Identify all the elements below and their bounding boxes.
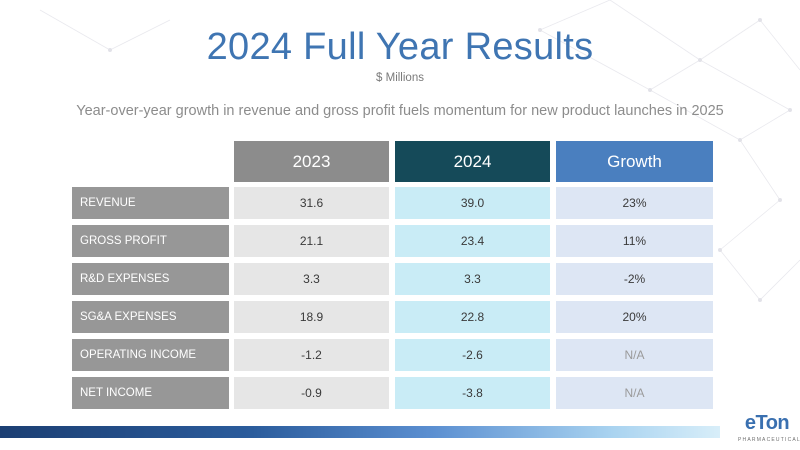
units-subtitle: $ Millions [376,72,424,84]
row-label: NET INCOME [72,377,229,409]
slide-tagline: Year-over-year growth in revenue and gro… [76,103,724,119]
value-2023: -1.2 [234,339,389,371]
value-2024: -3.8 [395,377,550,409]
value-growth: 20% [556,301,713,333]
row-label: R&D EXPENSES [72,263,229,295]
value-growth: N/A [556,339,713,371]
row-label: REVENUE [72,187,229,219]
value-2023: -0.9 [234,377,389,409]
row-label: GROSS PROFIT [72,225,229,257]
value-growth: 11% [556,225,713,257]
value-growth: -2% [556,263,713,295]
value-2023: 18.9 [234,301,389,333]
value-2024: 39.0 [395,187,550,219]
column-header-2024: 2024 [395,141,550,182]
value-2024: 3.3 [395,263,550,295]
row-label: OPERATING INCOME [72,339,229,371]
value-2024: -2.6 [395,339,550,371]
value-2023: 21.1 [234,225,389,257]
value-2023: 3.3 [234,263,389,295]
column-header-2023: 2023 [234,141,389,182]
value-growth: 23% [556,187,713,219]
company-logo: eTon PHARMACEUTICALS [738,412,800,446]
value-2023: 31.6 [234,187,389,219]
value-2024: 23.4 [395,225,550,257]
logo-wordmark: eTon [744,412,790,434]
value-growth: N/A [556,377,713,409]
column-header-growth: Growth [556,141,713,182]
slide-title: 2024 Full Year Results [206,26,594,68]
logo-tagline: PHARMACEUTICALS [738,437,800,443]
value-2024: 22.8 [395,301,550,333]
footer-gradient-bar [0,426,720,438]
row-label: SG&A EXPENSES [72,301,229,333]
